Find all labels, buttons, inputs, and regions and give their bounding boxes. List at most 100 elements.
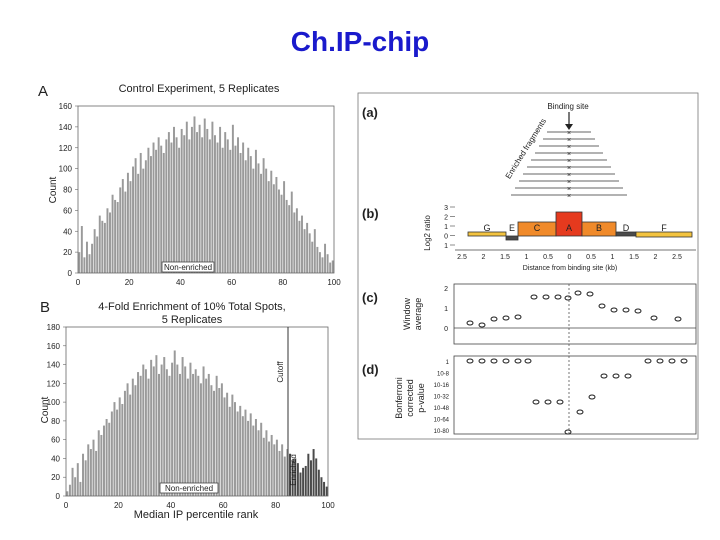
window-point [490, 316, 498, 322]
window-tick-label: 1 [444, 306, 448, 313]
fragment-marker: × [567, 158, 571, 165]
window-point [650, 315, 658, 321]
panel-b-bar [323, 481, 326, 496]
panel-b-y-ticks: 0 20 40 60 80 100 120 140 160 180 [47, 323, 66, 501]
distance-tick-label: 2.5 [672, 254, 682, 261]
panel-b-bar [134, 385, 137, 496]
panel-a-bar [308, 233, 311, 273]
panel-b-bar [137, 372, 140, 496]
panel-a-bar [98, 215, 101, 273]
distance-tick-label: 0 [568, 254, 572, 261]
panel-a-bar [124, 191, 127, 273]
distance-label: Distance from binding site (kb) [523, 265, 618, 272]
pvalue-point [644, 358, 652, 364]
panel-b-bar [186, 378, 189, 496]
panel-a-bar [121, 179, 124, 273]
panel-b-box-label: Non-enriched [165, 484, 213, 493]
panel-a-x-tick-label: 0 [76, 278, 81, 287]
panel-a-title: Control Experiment, 5 Replicates [119, 83, 280, 95]
panel-a-letter: A [38, 83, 48, 100]
panel-b-bar [257, 430, 260, 496]
panel-a-y-tick-label: 120 [59, 144, 73, 153]
panel-a-bar [277, 189, 280, 273]
panel-b-bar [233, 402, 236, 496]
panel-b-bar [249, 413, 252, 496]
distance-tick-label: 2 [654, 254, 658, 261]
panel-a-bar [109, 212, 111, 273]
panel-b-bar [139, 375, 142, 496]
panel-a-bar [132, 166, 135, 273]
panel-b-bar [108, 422, 111, 496]
panel-b-bar [273, 444, 276, 496]
panel-a-bar [147, 147, 150, 273]
panel-b-bar [210, 385, 213, 496]
panel-b-y-tick-label: 180 [47, 323, 61, 332]
panel-b-title-line1: 4-Fold Enrichment of 10% Total Spots, [98, 301, 286, 313]
pvalue-point [680, 358, 688, 364]
panel-b-bar [278, 450, 281, 496]
window-point [622, 307, 630, 313]
panel-b-bar [100, 434, 103, 496]
pvalue-point [564, 429, 572, 435]
window-point [610, 307, 618, 313]
panel-b-bar [241, 416, 244, 496]
panel-a-box-label: Non-enriched [164, 263, 212, 272]
distance-tick-label: 1 [611, 254, 615, 261]
panel-b-bar [123, 390, 126, 496]
panel-b-y-tick-label: 140 [47, 361, 61, 370]
panel-a-bar [239, 152, 242, 273]
panel-a-bar [288, 205, 291, 273]
window-tick-label: 2 [444, 286, 448, 293]
pvalue-tick-label: 10-16 [434, 383, 450, 389]
panel-a-bar [252, 168, 255, 274]
panel-a-y-tick-label: 140 [59, 123, 73, 132]
panel-a-bar [85, 241, 88, 273]
panel-a-bar [237, 137, 239, 273]
panel-b-bar [102, 425, 105, 496]
panel-b-bar [92, 439, 95, 496]
panel-b-bar [168, 375, 171, 496]
pvalue-label-1: Bonferroni [394, 377, 404, 419]
distance-tick-label: 1 [525, 254, 529, 261]
pvalue-point [466, 358, 474, 364]
panel-a-bar [316, 246, 319, 273]
panel-b-bar [87, 444, 90, 496]
panel-a-bar [178, 147, 181, 273]
window-point [586, 291, 594, 297]
panel-a-bar [249, 156, 252, 273]
panel-a-bar [257, 163, 260, 273]
panel-a-bar [119, 187, 122, 273]
panel-b-bar [231, 394, 234, 496]
pvalue-point [490, 358, 498, 364]
panel-a-bar [196, 132, 199, 273]
window-point [554, 294, 562, 300]
pvalue-label-3: p-value [416, 383, 426, 413]
panel-a-x-tick-label: 60 [227, 278, 236, 287]
distance-tick-label: 0.5 [543, 254, 553, 261]
panel-b-enriched-label: Enriched [289, 454, 298, 486]
panel-a-frame [77, 105, 335, 274]
panel-b-bar [165, 369, 168, 496]
panel-a-bar [321, 257, 324, 273]
pvalue-points [466, 358, 688, 435]
panel-a-bars [78, 116, 334, 274]
panel-a-ylabel: Count [48, 176, 59, 203]
fragment-marker: × [567, 193, 571, 200]
fragment-marker: × [567, 137, 571, 144]
panel-b-bar [307, 453, 310, 496]
log-tick-label: 3 [444, 205, 448, 212]
window-point [564, 295, 572, 301]
panel-a-bar [201, 137, 204, 273]
segment-label: G [483, 223, 490, 233]
panel-b-y-tick-label: 60 [51, 436, 60, 445]
panel-a-bar [183, 135, 186, 273]
panel-a-bar [78, 252, 81, 274]
panel-a-bar [80, 226, 83, 273]
distance-ticks: 2.5 2 1.5 1 0.5 0 0.5 1 1.5 2 2.5 [457, 254, 682, 261]
panel-a-bar [160, 145, 163, 273]
panel-a-bar [267, 181, 270, 273]
panel-b-bar [71, 467, 74, 496]
diagram-b-label: (b) [362, 206, 379, 221]
window-point [542, 294, 550, 300]
panel-b-bar [289, 453, 291, 496]
